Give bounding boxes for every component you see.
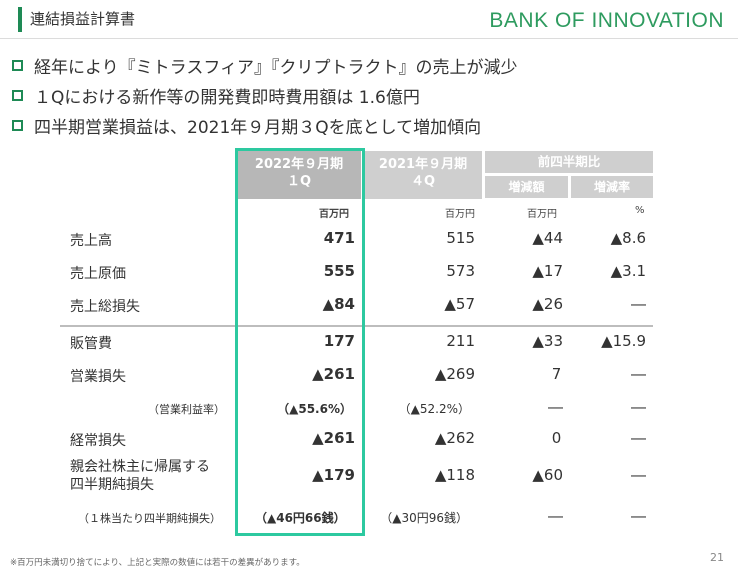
cell-previous: ▲262 <box>434 429 475 447</box>
header-current-quarter: 2022年９月期 １Q <box>237 151 361 199</box>
cell-change: 7 <box>551 365 562 383</box>
bullet-text: １Qにおける新作等の開発費即時費用額は 1.6億円 <box>34 87 420 108</box>
square-bullet-icon <box>12 59 23 71</box>
cell-current: 471 <box>323 229 355 247</box>
cell-change: ▲17 <box>532 262 563 280</box>
row-label-sales: 売上高 <box>70 233 112 249</box>
bullet-item: １Qにおける新作等の開発費即時費用額は 1.6億円 <box>10 80 517 110</box>
cell-rate: ― <box>631 295 646 313</box>
row-label-operating-margin: （営業利益率） <box>148 403 225 416</box>
cell-change: ▲44 <box>532 229 563 247</box>
row-label-net-loss: 親会社株主に帰属する 四半期純損失 <box>70 458 210 494</box>
cell-current: 555 <box>323 262 355 280</box>
cell-previous: （▲52.2%） <box>398 402 470 416</box>
unit-rate: % <box>635 205 645 216</box>
row-label-net-loss-line2: 四半期純損失 <box>70 477 154 493</box>
cell-change: ▲26 <box>532 295 563 313</box>
cell-current: ▲261 <box>312 365 355 383</box>
bullet-list: 経年により『ミトラスフィア』『クリプトラクト』の売上が減少 １Qにおける新作等の… <box>10 50 517 140</box>
cell-rate: ▲8.6 <box>610 229 646 247</box>
row-label-cost-of-sales: 売上原価 <box>70 266 126 282</box>
cell-previous: 515 <box>446 229 475 247</box>
row-label-net-loss-line1: 親会社株主に帰属する <box>70 459 210 475</box>
row-label-operating-loss: 営業損失 <box>70 369 126 385</box>
header-accent-bar <box>18 7 22 32</box>
cell-previous: ▲269 <box>434 365 475 383</box>
cell-rate: ― <box>631 365 646 383</box>
header-current-line1: 2022年９月期 <box>254 157 344 172</box>
bullet-item: 四半期営業損益は、2021年９月期３Qを底として増加傾向 <box>10 110 517 140</box>
header-change-amount: 増減額 <box>485 176 568 198</box>
row-label-eps: （１株当たり四半期純損失） <box>78 512 221 525</box>
square-bullet-icon <box>12 89 23 101</box>
cell-previous: （▲30円96銭） <box>380 511 468 525</box>
cell-rate: ― <box>631 398 646 416</box>
company-logo: BANK OF INNOVATION <box>489 9 724 32</box>
unit-previous: 百万円 <box>445 209 475 220</box>
row-label-gross-loss: 売上総損失 <box>70 299 140 315</box>
cell-change: ― <box>548 398 563 416</box>
cell-rate: ― <box>631 466 646 484</box>
square-bullet-icon <box>12 119 23 131</box>
bullet-text: 四半期営業損益は、2021年９月期３Qを底として増加傾向 <box>34 117 482 138</box>
header-change-rate: 増減率 <box>571 176 653 198</box>
cell-current: ▲261 <box>312 429 355 447</box>
header-qoq: 前四半期比 <box>485 151 653 173</box>
table-divider <box>60 325 653 327</box>
cell-current: ▲179 <box>312 466 355 484</box>
header-divider <box>0 38 738 39</box>
row-label-ordinary-loss: 経常損失 <box>70 433 126 449</box>
cell-current: ▲84 <box>322 295 355 313</box>
bullet-item: 経年により『ミトラスフィア』『クリプトラクト』の売上が減少 <box>10 50 517 80</box>
cell-previous: ▲57 <box>444 295 475 313</box>
header-previous-quarter: 2021年９月期 ４Q <box>364 151 482 199</box>
header-previous-line2: ４Q <box>410 174 436 189</box>
cell-current: 177 <box>323 332 355 350</box>
header-current-line2: １Q <box>286 174 312 189</box>
cell-rate: ▲3.1 <box>610 262 646 280</box>
header-previous-line1: 2021年９月期 <box>378 157 468 172</box>
unit-change: 百万円 <box>527 209 557 220</box>
row-label-sga: 販管費 <box>70 336 112 352</box>
cell-change: ― <box>548 507 563 525</box>
unit-current: 百万円 <box>319 209 349 220</box>
footnote: ※百万円未満切り捨てにより、上記と実際の数値には若干の差異があります。 <box>10 558 305 568</box>
current-quarter-highlight <box>235 148 365 536</box>
cell-rate: ▲15.9 <box>601 332 646 350</box>
cell-rate: ― <box>631 507 646 525</box>
page-number: 21 <box>710 551 724 564</box>
cell-current: （▲55.6%） <box>277 402 352 416</box>
cell-previous: 573 <box>446 262 475 280</box>
cell-change: 0 <box>551 429 562 447</box>
cell-change: ▲60 <box>532 466 563 484</box>
cell-rate: ― <box>631 429 646 447</box>
cell-previous: 211 <box>446 332 475 350</box>
cell-change: ▲33 <box>532 332 563 350</box>
cell-previous: ▲118 <box>434 466 475 484</box>
bullet-text: 経年により『ミトラスフィア』『クリプトラクト』の売上が減少 <box>34 57 518 78</box>
page-title: 連結損益計算書 <box>30 10 136 28</box>
cell-current: （▲46円66銭） <box>255 511 346 525</box>
